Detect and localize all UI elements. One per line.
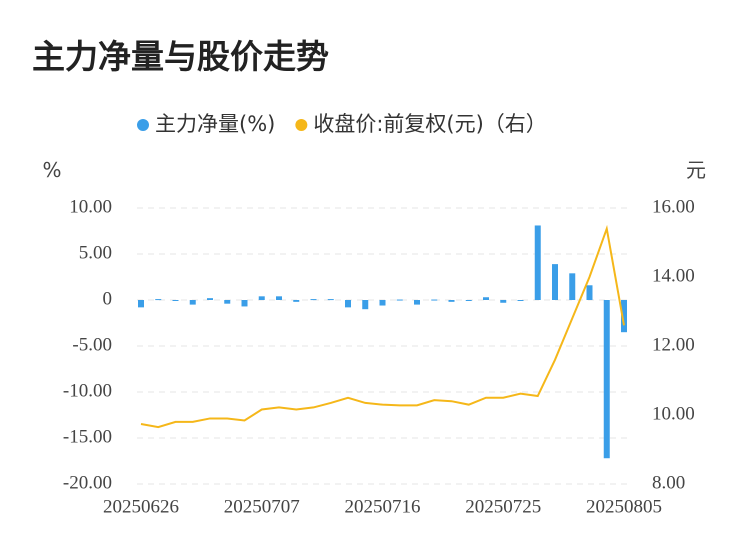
bar [310,299,317,301]
bar [517,300,524,301]
legend-marker [295,119,308,131]
bar [431,299,438,301]
bar [603,300,610,459]
legend-label: 主力净量(%) [155,112,275,136]
y-tick-label: 5.00 [79,242,112,263]
y2-tick-label: 8.00 [652,472,685,493]
bar [138,300,144,308]
bar [276,296,282,300]
bar [155,299,162,301]
price-line [140,224,625,429]
bar [483,297,489,300]
bar [189,300,196,305]
bar [414,300,420,305]
chart-title: 主力净量与股价走势 [32,37,329,76]
bar [241,300,248,307]
y-axis-label: % [42,158,61,182]
y-tick-label: 0 [103,288,113,309]
bar [327,299,334,301]
bar [569,273,576,300]
bar [172,300,179,301]
bar [345,300,351,308]
y-tick-label: -15.00 [63,426,112,447]
bar [396,299,403,301]
bar [621,300,627,333]
bar [552,264,558,300]
x-tick-label: 20250707 [224,496,300,517]
bar [258,296,265,300]
bar [362,300,369,310]
y2-tick-label: 14.00 [652,265,695,286]
bar [465,300,472,301]
bar [379,300,386,306]
x-tick-label: 20250626 [103,496,179,517]
bar [448,300,455,302]
bar [224,300,231,304]
x-tick-label: 20250725 [465,496,541,517]
bar [207,298,213,300]
bar [500,300,507,303]
bar [534,225,541,300]
x-tick-label: 20250805 [586,496,662,517]
y-tick-label: -20.00 [63,472,112,493]
y-tick-label: 10.00 [69,196,112,217]
y2-tick-label: 12.00 [652,334,695,355]
y-tick-label: -5.00 [72,334,112,355]
y-tick-label: -10.00 [63,380,112,401]
y2-tick-label: 16.00 [652,196,695,217]
x-tick-label: 20250716 [345,496,421,517]
y2-axis-label: 元 [686,158,706,182]
bar [293,300,300,302]
bar [586,285,593,300]
y2-tick-label: 10.00 [652,403,695,424]
legend-marker [137,119,149,131]
legend-label: 收盘价:前复权(元)（右） [313,112,546,136]
